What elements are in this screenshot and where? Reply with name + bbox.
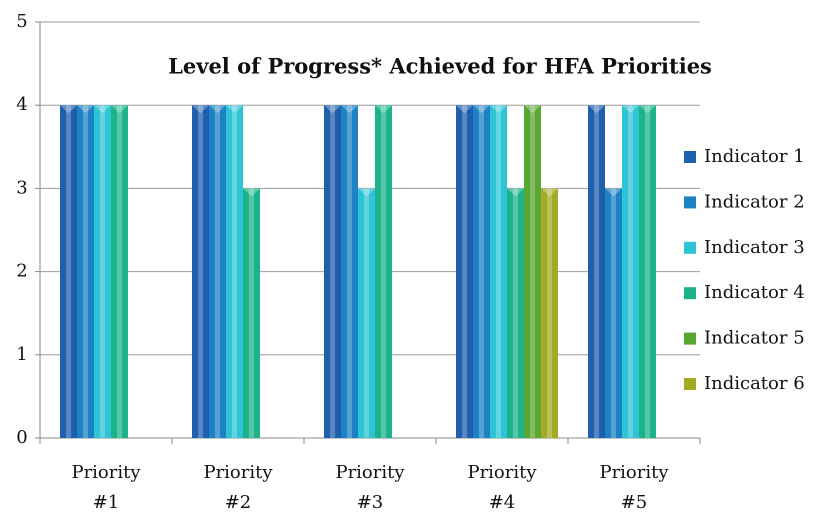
- x-tick-label: Priority #4: [467, 462, 537, 513]
- bar: [226, 105, 243, 438]
- legend-swatch: [684, 332, 696, 345]
- y-tick-label: 4: [16, 94, 27, 115]
- legend-swatch: [684, 151, 696, 163]
- bar: [490, 105, 507, 438]
- bar: [605, 188, 622, 438]
- x-tick-label: Priority #1: [71, 462, 141, 513]
- bar: [209, 105, 226, 438]
- legend-label: Indicator 6: [704, 373, 805, 394]
- bar: [375, 105, 392, 438]
- bar: [243, 188, 260, 438]
- bar: [192, 105, 209, 438]
- title-background: [92, 46, 792, 90]
- legend-label: Indicator 5: [704, 328, 805, 349]
- bar: [324, 105, 341, 438]
- bar: [358, 188, 375, 438]
- chart-title: Level of Progress* Achieved for HFA Prio…: [168, 54, 712, 79]
- legend-label: Indicator 3: [704, 237, 805, 258]
- y-tick-label: 5: [16, 11, 27, 32]
- x-tick-label: Priority #5: [599, 462, 669, 513]
- bar: [77, 105, 94, 438]
- bar: [341, 105, 358, 438]
- y-tick-label: 0: [16, 427, 27, 448]
- y-tick-label: 1: [16, 344, 27, 365]
- bar: [622, 105, 639, 438]
- bar: [541, 188, 558, 438]
- y-tick-label: 2: [16, 261, 27, 282]
- bar: [588, 105, 605, 438]
- bar: [111, 105, 128, 438]
- x-tick-label: Priority #2: [203, 462, 273, 513]
- legend-label: Indicator 1: [704, 146, 805, 167]
- bar: [524, 105, 541, 438]
- legend-swatch: [684, 196, 696, 209]
- legend-swatch: [684, 241, 696, 254]
- legend-swatch: [684, 287, 696, 300]
- legend-label: Indicator 2: [704, 191, 805, 212]
- bar: [507, 188, 524, 438]
- bar: [639, 105, 656, 438]
- bar: [456, 105, 473, 438]
- y-tick-label: 3: [16, 177, 27, 198]
- bar: [473, 105, 490, 438]
- bar: [94, 105, 111, 438]
- legend-label: Indicator 4: [704, 282, 805, 303]
- x-tick-label: Priority #3: [335, 462, 405, 513]
- bar: [60, 105, 77, 438]
- legend-swatch: [684, 378, 696, 390]
